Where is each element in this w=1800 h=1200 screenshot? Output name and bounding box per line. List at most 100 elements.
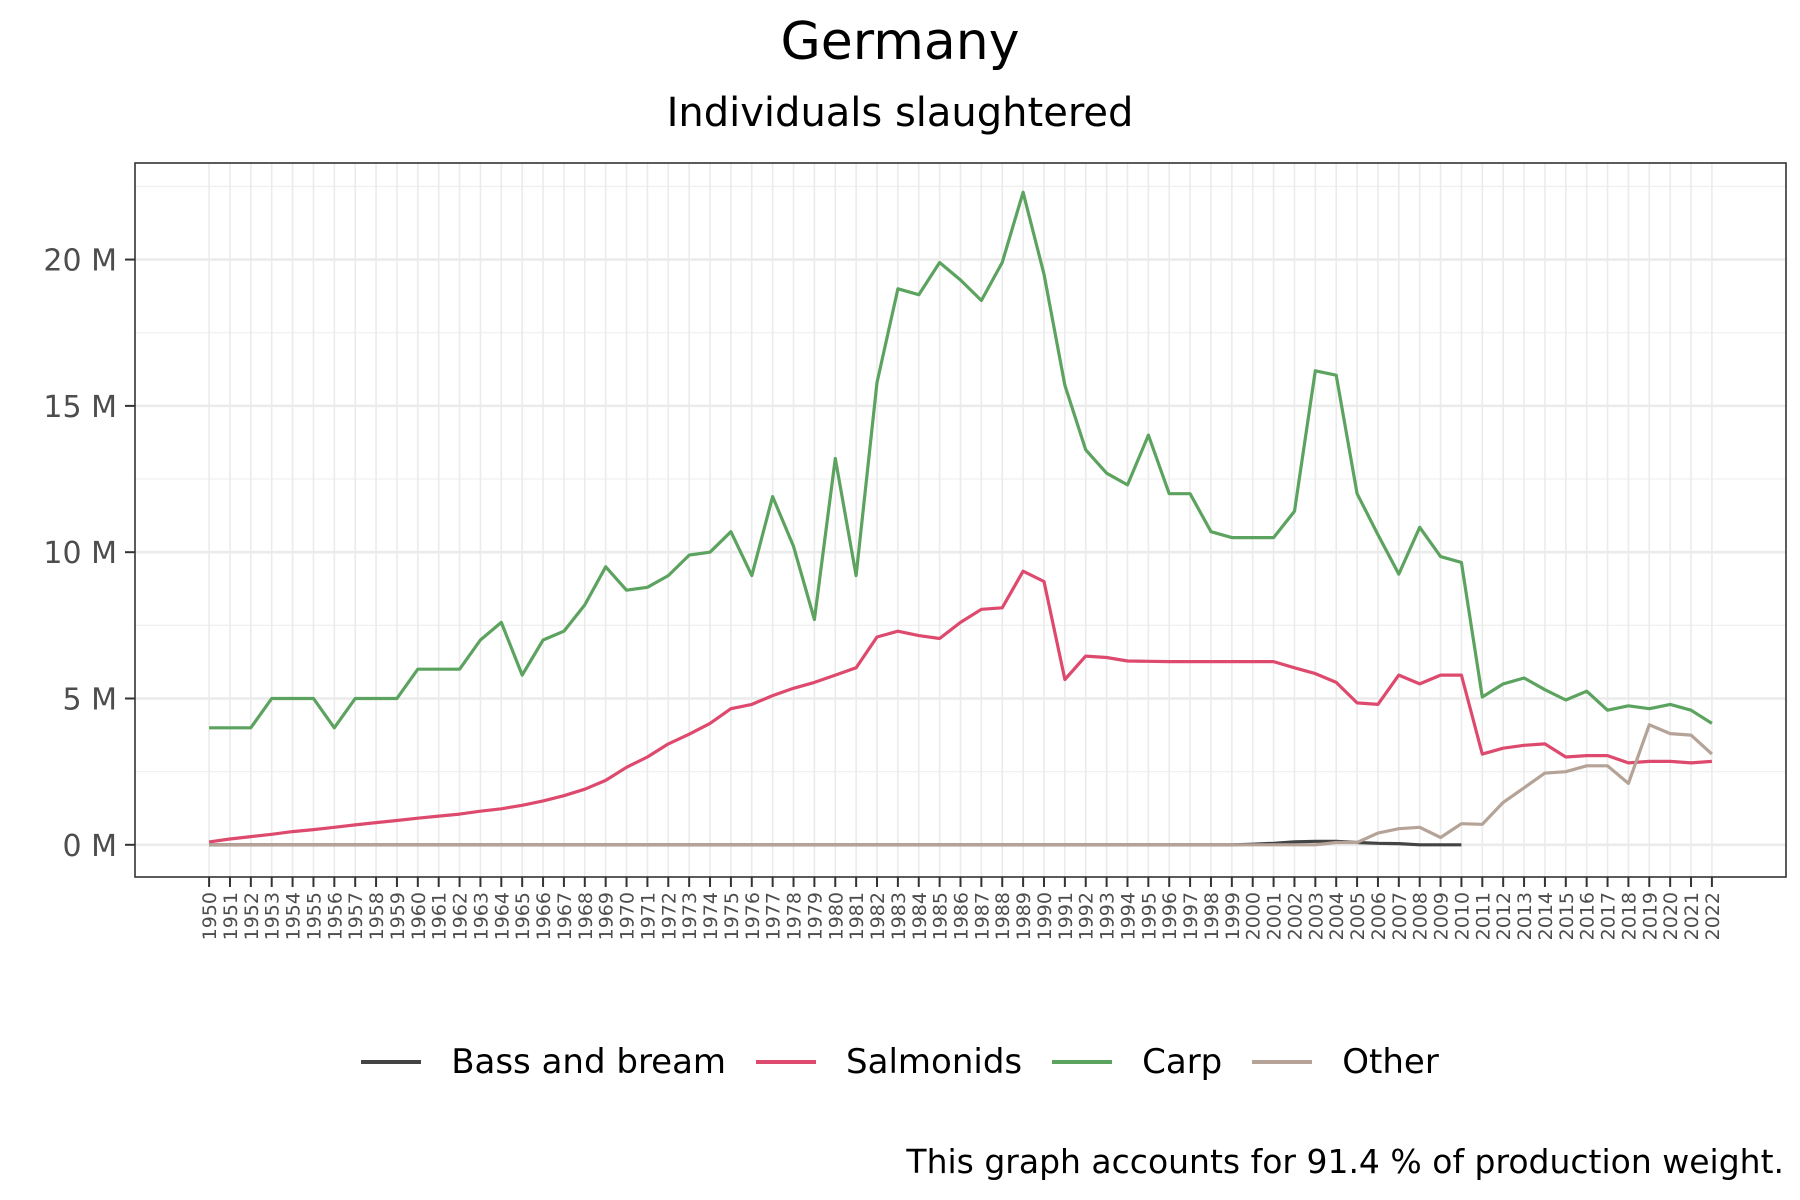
x-tick-label: 2003: [1305, 892, 1327, 940]
x-tick-label: 1981: [846, 892, 868, 940]
x-tick-label: 1959: [387, 892, 409, 940]
legend-label: Bass and bream: [451, 1042, 727, 1082]
chart-subtitle: Individuals slaughtered: [666, 90, 1134, 136]
legend-key-other: [1252, 1060, 1313, 1064]
y-tick-label: 0 M: [62, 829, 117, 864]
x-tick-label: 2018: [1618, 892, 1640, 940]
x-tick-label: 1969: [596, 892, 618, 940]
x-tick-label: 1958: [366, 892, 388, 940]
x-tick-label: 2002: [1284, 892, 1306, 940]
grid-layer: [135, 163, 1786, 877]
x-tick-label: 1962: [450, 892, 472, 940]
series-layer: [208, 190, 1713, 847]
x-tick-label: 1989: [1013, 892, 1035, 940]
x-tick-label: 1954: [283, 892, 305, 940]
series-line-carp: [209, 190, 1713, 730]
x-tick-label: 2016: [1577, 892, 1599, 940]
x-tick-label: 1952: [241, 892, 263, 940]
x-tick-label: 2011: [1472, 892, 1494, 940]
legend-label: Salmonids: [846, 1042, 1023, 1082]
x-tick-label: 1984: [909, 892, 931, 940]
x-tick-label: 1999: [1222, 892, 1244, 940]
x-tick-label: 1991: [1055, 892, 1077, 940]
legend-key-bass-and-bream: [361, 1060, 422, 1064]
x-tick-label: 1950: [199, 892, 221, 940]
x-tick-label: 1982: [867, 892, 889, 940]
x-tick-label: 2017: [1598, 892, 1620, 940]
legend-item-other: Other: [1252, 1042, 1439, 1082]
x-tick-label: 2014: [1535, 892, 1557, 940]
x-tick-label: 1970: [617, 892, 639, 940]
x-tick-label: 1965: [512, 892, 534, 940]
x-tick-label: 2004: [1326, 892, 1348, 940]
x-tick-label: 1971: [637, 892, 659, 940]
x-tick-label: 1980: [825, 892, 847, 940]
x-tick-label: 2001: [1264, 892, 1286, 940]
x-tick-label: 2009: [1431, 892, 1453, 940]
legend-key-carp: [1052, 1060, 1113, 1064]
x-tick-label: 1972: [658, 892, 680, 940]
x-tick-label: 1997: [1180, 892, 1202, 940]
y-tick-label: 20 M: [43, 244, 117, 279]
x-tick-label: 1961: [429, 892, 451, 940]
x-tick-label: 2008: [1410, 892, 1432, 940]
x-tick-label: 2015: [1556, 892, 1578, 940]
x-tick-label: 1978: [784, 892, 806, 940]
x-tick-label: 1990: [1034, 892, 1056, 940]
x-tick-label: 1960: [408, 892, 430, 940]
x-tick-label: 1956: [324, 892, 346, 940]
x-tick-label: 1968: [575, 892, 597, 940]
x-tick-label: 2000: [1243, 892, 1265, 940]
x-tick-label: 1953: [262, 892, 284, 940]
x-tick-label: 1988: [992, 892, 1014, 940]
x-tick-label: 2019: [1639, 892, 1661, 940]
x-tick-label: 1957: [345, 892, 367, 940]
x-tick-label: 1963: [470, 892, 492, 940]
x-tick-label: 1977: [763, 892, 785, 940]
x-tick-label: 1986: [951, 892, 973, 940]
x-tick-label: 1951: [220, 892, 242, 940]
legend-key-salmonids: [756, 1060, 817, 1064]
legend-item-salmonids: Salmonids: [756, 1042, 1022, 1082]
x-tick-label: 1955: [303, 892, 325, 940]
legend-label: Carp: [1142, 1042, 1223, 1082]
x-tick-label: 2021: [1681, 892, 1703, 940]
x-tick-label: 2006: [1368, 892, 1390, 940]
x-tick-label: 1993: [1097, 892, 1119, 940]
x-tick-label: 2010: [1451, 892, 1473, 940]
x-tick-label: 1967: [554, 892, 576, 940]
chart-caption: This graph accounts for 91.4 % of produc…: [906, 1142, 1784, 1181]
x-tick-label: 1987: [971, 892, 993, 940]
x-tick-label: 1994: [1117, 892, 1139, 940]
y-tick-label: 10 M: [43, 536, 117, 571]
chart-title: Germany: [780, 12, 1020, 72]
x-tick-label: 1973: [679, 892, 701, 940]
x-tick-label: 1992: [1076, 892, 1098, 940]
x-tick-label: 2005: [1347, 892, 1369, 940]
x-tick-label: 1964: [491, 892, 513, 940]
axis-layer: 0 M5 M10 M15 M20 M1950195119521953195419…: [43, 244, 1723, 941]
legend-item-carp: Carp: [1052, 1042, 1222, 1082]
x-tick-label: 1974: [700, 892, 722, 940]
legend-item-bass-and-bream: Bass and bream: [361, 1042, 726, 1082]
x-tick-label: 1985: [930, 892, 952, 940]
x-tick-label: 1975: [721, 892, 743, 940]
y-tick-label: 5 M: [62, 683, 117, 718]
x-tick-label: 2020: [1660, 892, 1682, 940]
series-line-salmonids: [208, 569, 1713, 844]
x-tick-label: 1979: [804, 892, 826, 940]
x-tick-label: 1995: [1138, 892, 1160, 940]
legend-label: Other: [1342, 1042, 1439, 1082]
x-tick-label: 2012: [1493, 892, 1515, 940]
x-tick-label: 1966: [533, 892, 555, 940]
x-tick-label: 1983: [888, 892, 910, 940]
x-tick-label: 1976: [742, 892, 764, 940]
x-tick-label: 1996: [1159, 892, 1181, 940]
legend: Bass and bream Salmonids Carp Other: [0, 1042, 1800, 1082]
x-tick-label: 2007: [1389, 892, 1411, 940]
y-tick-label: 15 M: [43, 390, 117, 425]
x-tick-label: 2013: [1514, 892, 1536, 940]
series-line-other: [209, 723, 1713, 847]
x-tick-label: 1998: [1201, 892, 1223, 940]
